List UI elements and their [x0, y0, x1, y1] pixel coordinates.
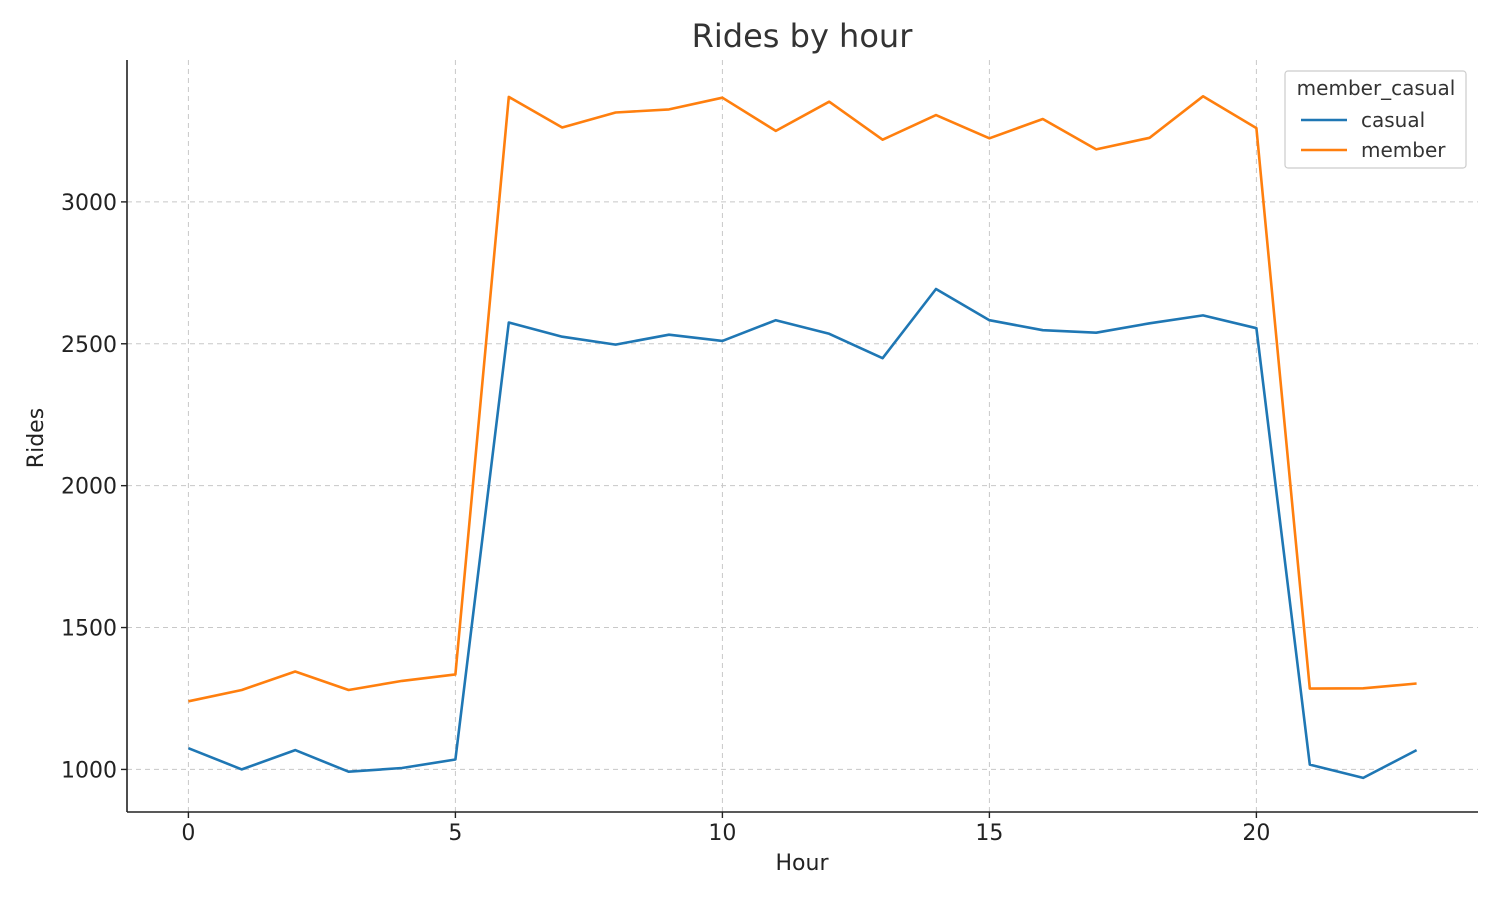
chart-title: Rides by hour — [692, 17, 914, 55]
y-tick-label: 3000 — [61, 191, 117, 216]
series-line-casual — [187, 287, 1418, 780]
axes — [126, 60, 1478, 813]
legend-label-casual: casual — [1361, 108, 1425, 132]
grid — [127, 60, 1478, 812]
legend: member_casual casual member — [1284, 70, 1467, 169]
tick-labels: 0 5 10 15 20 1000 1500 2000 2500 3000 — [61, 191, 1270, 846]
x-axis-label: Hour — [776, 851, 830, 876]
y-axis-label: Rides — [24, 408, 49, 468]
x-tick-label: 10 — [708, 821, 736, 846]
legend-box — [1284, 70, 1467, 169]
y-tick-label: 2000 — [61, 475, 117, 500]
legend-items: casual member — [1301, 108, 1446, 162]
y-tick-label: 2500 — [61, 333, 117, 358]
x-tick-label: 15 — [975, 821, 1003, 846]
x-tick-label: 20 — [1242, 821, 1270, 846]
legend-title: member_casual — [1297, 76, 1456, 100]
y-tick-label: 1500 — [61, 617, 117, 642]
legend-label-member: member — [1361, 138, 1446, 162]
x-tick-label: 5 — [448, 821, 462, 846]
x-tick-label: 0 — [181, 821, 195, 846]
series-lines — [187, 95, 1418, 780]
series-line-member — [188, 95, 1417, 703]
y-tick-label: 1000 — [61, 758, 117, 783]
